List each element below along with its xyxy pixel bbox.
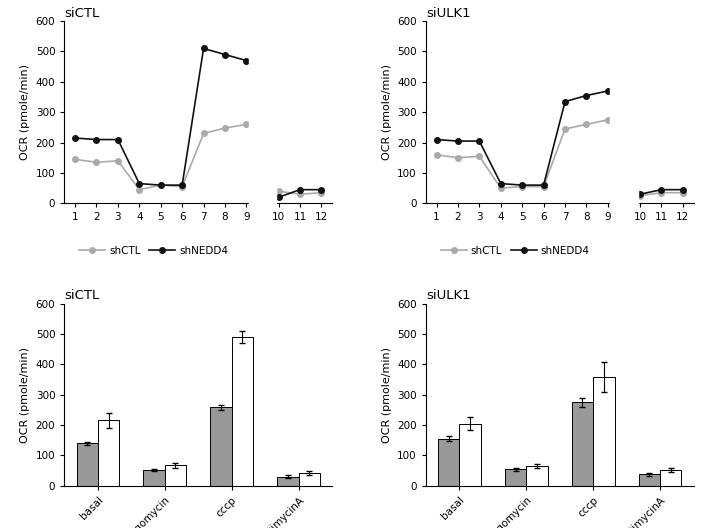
Bar: [277, 477, 299, 486]
Bar: [232, 337, 253, 486]
Text: siCTL: siCTL: [64, 289, 99, 303]
Bar: [438, 439, 459, 486]
Y-axis label: OCR (pmole/min): OCR (pmole/min): [20, 64, 30, 160]
Bar: [526, 466, 548, 486]
Y-axis label: OCR (pmole/min): OCR (pmole/min): [20, 347, 30, 442]
Y-axis label: OCR (pmole/min): OCR (pmole/min): [382, 347, 392, 442]
Legend: shCTL, shNEDD4: shCTL, shNEDD4: [75, 241, 232, 260]
Text: siULK1: siULK1: [426, 7, 470, 20]
Y-axis label: OCR (pmole/min): OCR (pmole/min): [382, 64, 392, 160]
Bar: [572, 402, 593, 486]
Text: siULK1: siULK1: [426, 289, 470, 303]
Bar: [144, 470, 164, 486]
Bar: [249, 15, 277, 210]
Bar: [610, 15, 638, 210]
Bar: [505, 469, 526, 486]
Bar: [638, 474, 660, 486]
Bar: [164, 465, 186, 486]
Text: siCTL: siCTL: [64, 7, 99, 20]
Bar: [660, 470, 681, 486]
Bar: [593, 377, 614, 486]
Bar: [459, 423, 480, 486]
Bar: [210, 408, 232, 486]
Bar: [77, 443, 98, 486]
Bar: [98, 420, 119, 486]
Bar: [299, 473, 320, 486]
Legend: shCTL, shNEDD4: shCTL, shNEDD4: [436, 241, 594, 260]
